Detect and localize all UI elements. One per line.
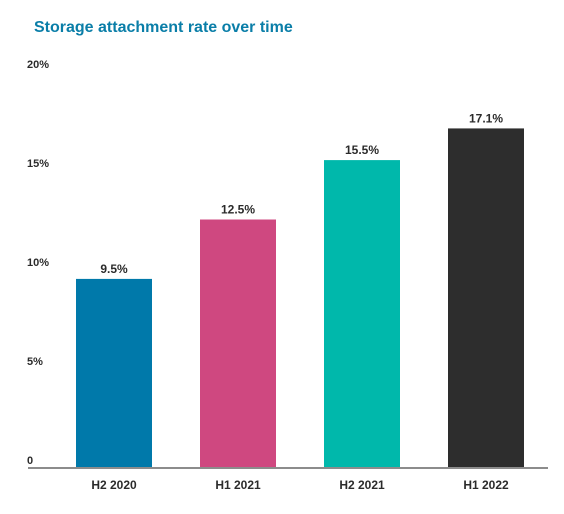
bar xyxy=(200,219,276,467)
bars xyxy=(76,128,524,468)
x-tick-label: H2 2021 xyxy=(339,478,385,492)
chart-title: Storage attachment rate over time xyxy=(34,19,293,36)
bar xyxy=(324,160,400,467)
bar xyxy=(76,278,152,467)
x-tick-label: H2 2020 xyxy=(91,478,137,492)
y-tick-label: 20% xyxy=(27,59,49,71)
data-label: 17.1% xyxy=(469,111,503,125)
y-tick-label: 15% xyxy=(27,158,49,170)
y-tick-label: 10% xyxy=(27,257,49,269)
data-label: 9.5% xyxy=(100,262,128,276)
data-label: 12.5% xyxy=(221,203,255,217)
data-labels: 9.5% 12.5% 15.5% 17.1% xyxy=(100,111,503,275)
y-tick-label: 5% xyxy=(27,356,43,368)
y-axis-ticks: 0 5% 10% 15% 20% xyxy=(27,59,49,467)
x-axis-categories: H2 2020 H1 2021 H2 2021 H1 2022 xyxy=(91,478,509,492)
x-tick-label: H1 2021 xyxy=(215,478,261,492)
y-tick-label: 0 xyxy=(27,455,33,467)
data-label: 15.5% xyxy=(345,143,379,157)
x-tick-label: H1 2022 xyxy=(463,478,509,492)
bar xyxy=(448,128,524,468)
